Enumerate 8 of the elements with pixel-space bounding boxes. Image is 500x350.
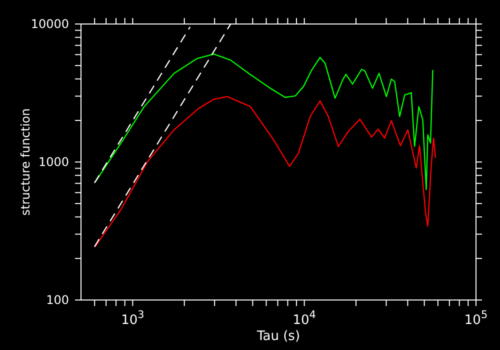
- x-axis-title: Tau (s): [256, 329, 300, 344]
- y-tick-label: 10000: [30, 17, 69, 31]
- y-tick-label: 1000: [38, 155, 69, 169]
- y-axis-title: structure function: [18, 108, 32, 216]
- x-tick-label: 10$^{3}$: [121, 309, 144, 328]
- x-tick-label: 10$^{5}$: [464, 309, 488, 328]
- x-tick-label: 10$^{4}$: [292, 309, 316, 328]
- y-tick-label: 100: [46, 293, 69, 307]
